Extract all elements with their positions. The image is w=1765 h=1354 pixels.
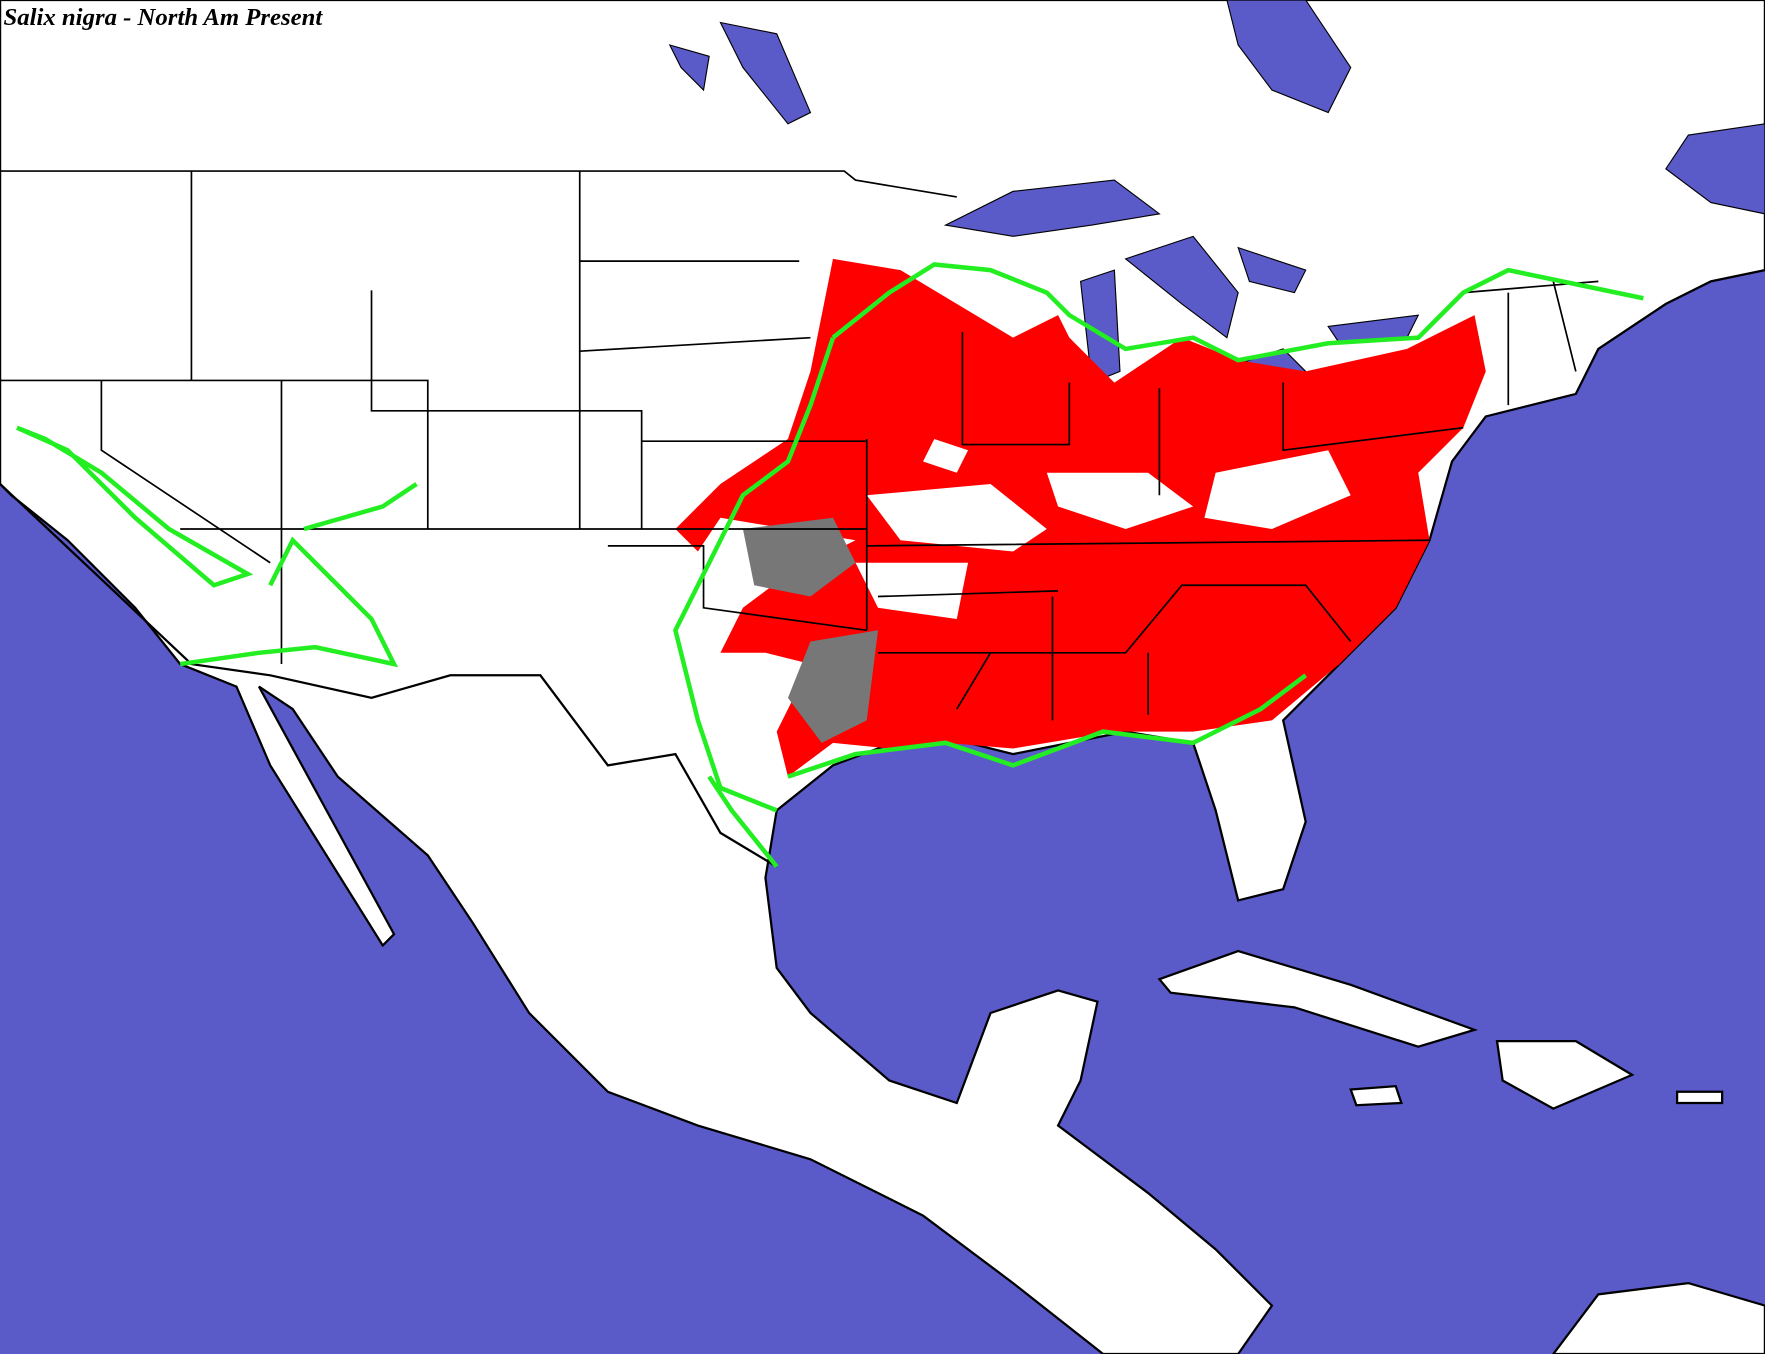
gray-patches <box>742 517 878 743</box>
islands <box>1157 949 1765 1354</box>
native-range-outline <box>16 262 1644 869</box>
unsuitable-patches <box>855 438 1351 620</box>
map-title: Salix nigra - North Am Present <box>3 4 323 31</box>
